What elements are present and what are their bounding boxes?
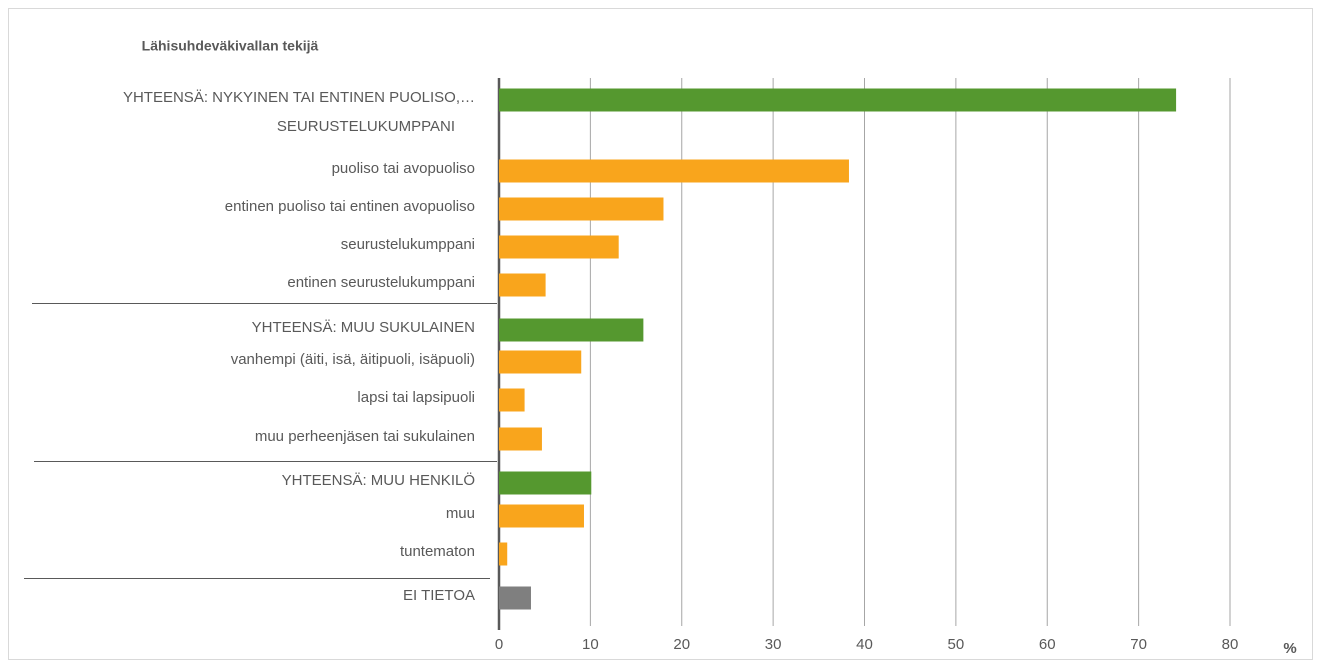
bar <box>499 197 664 221</box>
chart-title: Lähisuhdeväkivallan tekijä <box>142 38 319 54</box>
y-tick-label: SEURUSTELUKUMPPANI <box>277 118 455 135</box>
bar <box>499 388 525 412</box>
y-tick-label: muu <box>446 505 475 522</box>
x-tick-label: 60 <box>1039 636 1056 653</box>
x-tick-label: 40 <box>856 636 873 653</box>
bar <box>499 318 644 342</box>
y-tick-label: entinen puoliso tai entinen avopuoliso <box>225 198 475 215</box>
bar <box>499 586 531 610</box>
y-tick-label: YHTEENSÄ: MUU HENKILÖ <box>282 471 475 489</box>
x-tick-label: 10 <box>582 636 599 653</box>
y-tick-label: seurustelukumppani <box>341 236 475 253</box>
chart-border <box>8 8 1313 660</box>
y-tick-label: tuntematon <box>400 543 475 560</box>
y-tick-label: EI TIETOA <box>403 587 475 604</box>
bar <box>499 542 508 566</box>
y-tick-label: YHTEENSÄ: MUU SUKULAINEN <box>252 319 475 336</box>
bar <box>499 504 584 528</box>
x-tick-label: 0 <box>495 636 503 653</box>
x-tick-label: 70 <box>1130 636 1147 653</box>
x-tick-label: 50 <box>948 636 965 653</box>
bar <box>499 273 546 297</box>
bar <box>499 471 592 495</box>
y-tick-label: muu perheenjäsen tai sukulainen <box>255 428 475 445</box>
bar <box>499 159 849 183</box>
bar <box>499 427 542 451</box>
bar <box>499 88 1177 112</box>
x-tick-label: 20 <box>673 636 690 653</box>
y-tick-label: YHTEENSÄ: NYKYINEN TAI ENTINEN PUOLISO,… <box>123 89 475 106</box>
bar <box>499 350 582 374</box>
x-axis-label: % <box>1283 640 1296 657</box>
x-tick-label: 30 <box>765 636 782 653</box>
x-tick-label: 80 <box>1222 636 1239 653</box>
y-tick-label: entinen seurustelukumppani <box>287 274 475 291</box>
bar <box>499 235 619 259</box>
y-tick-label: puoliso tai avopuoliso <box>332 160 475 177</box>
y-tick-label: lapsi tai lapsipuoli <box>357 389 475 406</box>
y-tick-label: vanhempi (äiti, isä, äitipuoli, isäpuoli… <box>231 351 475 368</box>
